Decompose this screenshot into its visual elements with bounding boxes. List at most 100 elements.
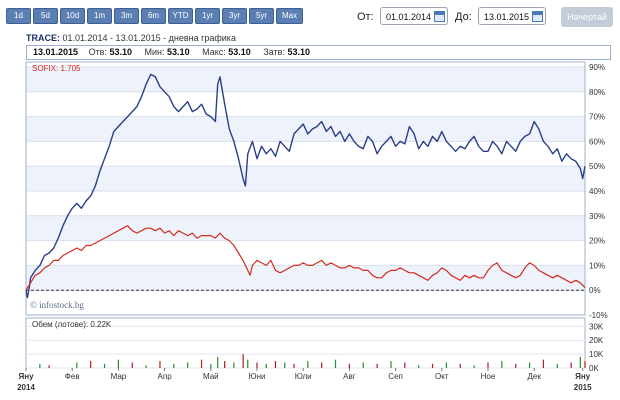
volume-bar [528, 362, 531, 368]
volume-bar [487, 362, 489, 368]
volume-bar [173, 363, 175, 368]
date-to-value: 13.01.2015 [484, 12, 530, 22]
grid-band [26, 141, 585, 167]
chart-title: TRACE: 01.01.2014 - 13.01.2015 - дневна … [26, 33, 236, 43]
grid-band [26, 62, 585, 67]
grid-band [26, 66, 585, 92]
grid-band [26, 91, 585, 117]
close-label: Затв: [263, 47, 285, 57]
volume-bar [570, 362, 572, 368]
grid-band [26, 240, 585, 266]
volume-bar [159, 361, 161, 368]
volume-bar [348, 363, 350, 368]
y-tick-label: 90% [589, 63, 605, 72]
x-tick-label: Фев [65, 372, 80, 381]
date-from-label: От: [357, 11, 374, 23]
volume-bar [200, 359, 203, 368]
draw-button[interactable]: Начертай [561, 7, 613, 27]
x-tick-label: Яну [18, 372, 34, 381]
volume-bar [307, 361, 309, 368]
calendar-icon[interactable] [434, 11, 445, 22]
volume-bar [145, 365, 147, 368]
y-tick-label: 0% [589, 286, 601, 295]
volume-bar [217, 356, 219, 368]
min-label: Мин: [144, 47, 165, 57]
x-tick-label: Окт [435, 372, 449, 381]
x-tick-label: Сеп [388, 372, 403, 381]
volume-bar [247, 359, 249, 368]
x-tick-label: Юли [295, 372, 312, 381]
range-button-3m[interactable]: 3m [114, 8, 139, 24]
volume-bar [431, 363, 434, 368]
y-tick-label: 20% [589, 237, 605, 246]
calendar-icon[interactable] [532, 11, 543, 22]
x-tick-label: Ное [481, 372, 496, 381]
x-tick-label: Дек [527, 372, 541, 381]
y-tick-label: 40% [589, 187, 605, 196]
y-tick-label: 30% [589, 212, 605, 221]
x-year-label: 2015 [574, 383, 592, 392]
range-button-1yr[interactable]: 1yr [195, 8, 220, 24]
range-buttons: 1d 5d 10d 1m 3m 6m YTD 1yr 3yr 5yr Max [6, 8, 303, 24]
volume-bar [284, 362, 286, 368]
range-button-ytd[interactable]: YTD [168, 8, 193, 24]
volume-tick-label: 30K [589, 322, 604, 331]
volume-bar [90, 361, 92, 368]
volume-bar [459, 363, 461, 368]
volume-bar [473, 365, 475, 368]
date-to-field[interactable]: 13.01.2015 [478, 7, 546, 25]
volume-bar [542, 359, 545, 368]
range-button-3yr[interactable]: 3yr [222, 8, 247, 24]
y-tick-label: 60% [589, 137, 605, 146]
grid-band [26, 166, 585, 191]
volume-bar [579, 356, 581, 368]
x-tick-label: Апр [158, 372, 173, 381]
date-from-field[interactable]: 01.01.2014 [380, 7, 448, 25]
range-button-1d[interactable]: 1d [6, 8, 31, 24]
open-value: 53.10 [109, 47, 133, 57]
y-tick-label: 10% [589, 261, 605, 270]
x-tick-label: Мар [111, 372, 127, 381]
watermark: © infostock.bg [30, 300, 84, 310]
range-button-1m[interactable]: 1m [87, 8, 112, 24]
volume-bar [293, 363, 295, 368]
x-tick-label: Май [203, 372, 219, 381]
volume-bar [362, 362, 364, 368]
x-tick-label: Авг [343, 372, 356, 381]
range-button-5d[interactable]: 5d [33, 8, 58, 24]
grid-band [26, 190, 585, 216]
y-tick-label: 50% [589, 162, 605, 171]
range-button-10d[interactable]: 10d [60, 8, 85, 24]
range-button-5yr[interactable]: 5yr [249, 8, 274, 24]
volume-bar [445, 362, 448, 368]
volume-bar [103, 363, 106, 368]
y-tick-label: 80% [589, 88, 605, 97]
info-bar: 13.01.2015 Отв: 53.10 Мин: 53.10 Макс: 5… [26, 45, 611, 60]
range-button-max[interactable]: Max [276, 8, 303, 24]
close-value: 53.10 [287, 47, 311, 57]
volume-bar [418, 365, 420, 368]
volume-bar [501, 361, 503, 368]
series-label-sofix: SOFIX: 1.705 [32, 64, 81, 73]
volume-bar [556, 363, 558, 368]
volume-tick-label: 10K [589, 350, 604, 359]
range-button-6m[interactable]: 6m [141, 8, 166, 24]
volume-bar [117, 359, 119, 368]
y-tick-label: 70% [589, 113, 605, 122]
volume-bar [242, 354, 244, 368]
volume-bar [321, 362, 323, 368]
x-year-label: 2014 [17, 383, 35, 392]
volume-tick-label: 0K [589, 364, 599, 373]
volume-bar [131, 362, 133, 368]
volume-label: Обем (лотове): 0.22K [32, 320, 112, 329]
max-label: Макс: [202, 47, 226, 57]
grid-band [26, 215, 585, 241]
series-line-trace [25, 73, 586, 299]
min-value: 53.10 [167, 47, 190, 57]
series-line-sofix [25, 225, 586, 291]
info-date: 13.01.2015 [33, 47, 79, 57]
volume-bar [76, 362, 78, 368]
volume-bar [334, 359, 337, 368]
volume-bar [48, 365, 50, 368]
